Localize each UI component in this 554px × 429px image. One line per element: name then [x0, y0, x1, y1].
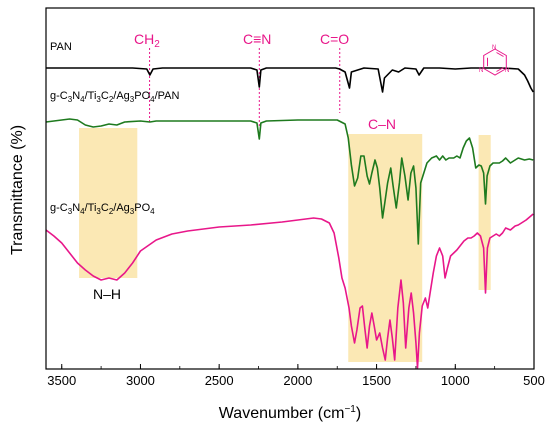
series-label-composite: g-C3N4/Ti3C2/Ag3PO4: [50, 202, 155, 216]
triazine-ring-icon: N N N: [479, 45, 509, 76]
plot-frame: [45, 7, 535, 370]
x-tick-label: 3000: [126, 373, 155, 388]
annotation-ch2: CH2: [134, 31, 160, 50]
x-tick-label: 2000: [283, 373, 312, 388]
x-axis-ticks: 3500 3000 2500 2000 1500 1000 500: [47, 364, 545, 388]
x-tick-label: 3500: [47, 373, 76, 388]
annotation-cn: C–N: [368, 116, 396, 132]
svg-text:N: N: [505, 68, 509, 74]
x-tick-label: 1000: [441, 373, 470, 388]
series-line-2: [45, 213, 534, 369]
annotation-co: C=O: [320, 31, 349, 47]
x-tick-label: 1500: [362, 373, 391, 388]
shaded-region-0: [79, 128, 138, 278]
spectra: [45, 67, 534, 369]
x-tick-label: 2500: [205, 373, 234, 388]
series-line-0: [46, 67, 534, 93]
peak-markers: [149, 48, 341, 127]
series-line-1: [45, 118, 534, 245]
series-label-composite-pan: g-C3N4/Ti3C2/Ag3PO4/PAN: [50, 90, 180, 104]
y-axis-title: Transmittance (%): [9, 125, 26, 255]
shaded-region-1: [348, 134, 423, 362]
annotation-cn-triple: C≡N: [243, 31, 271, 47]
svg-text:N: N: [479, 68, 483, 74]
x-tick-label: 500: [523, 373, 545, 388]
series-label-pan: PAN: [50, 41, 72, 53]
svg-text:N: N: [492, 45, 496, 51]
shaded-regions: [79, 128, 491, 362]
x-axis-title: Wavenumber (cm−1): [219, 404, 361, 422]
annotation-nh: N–H: [93, 286, 121, 302]
